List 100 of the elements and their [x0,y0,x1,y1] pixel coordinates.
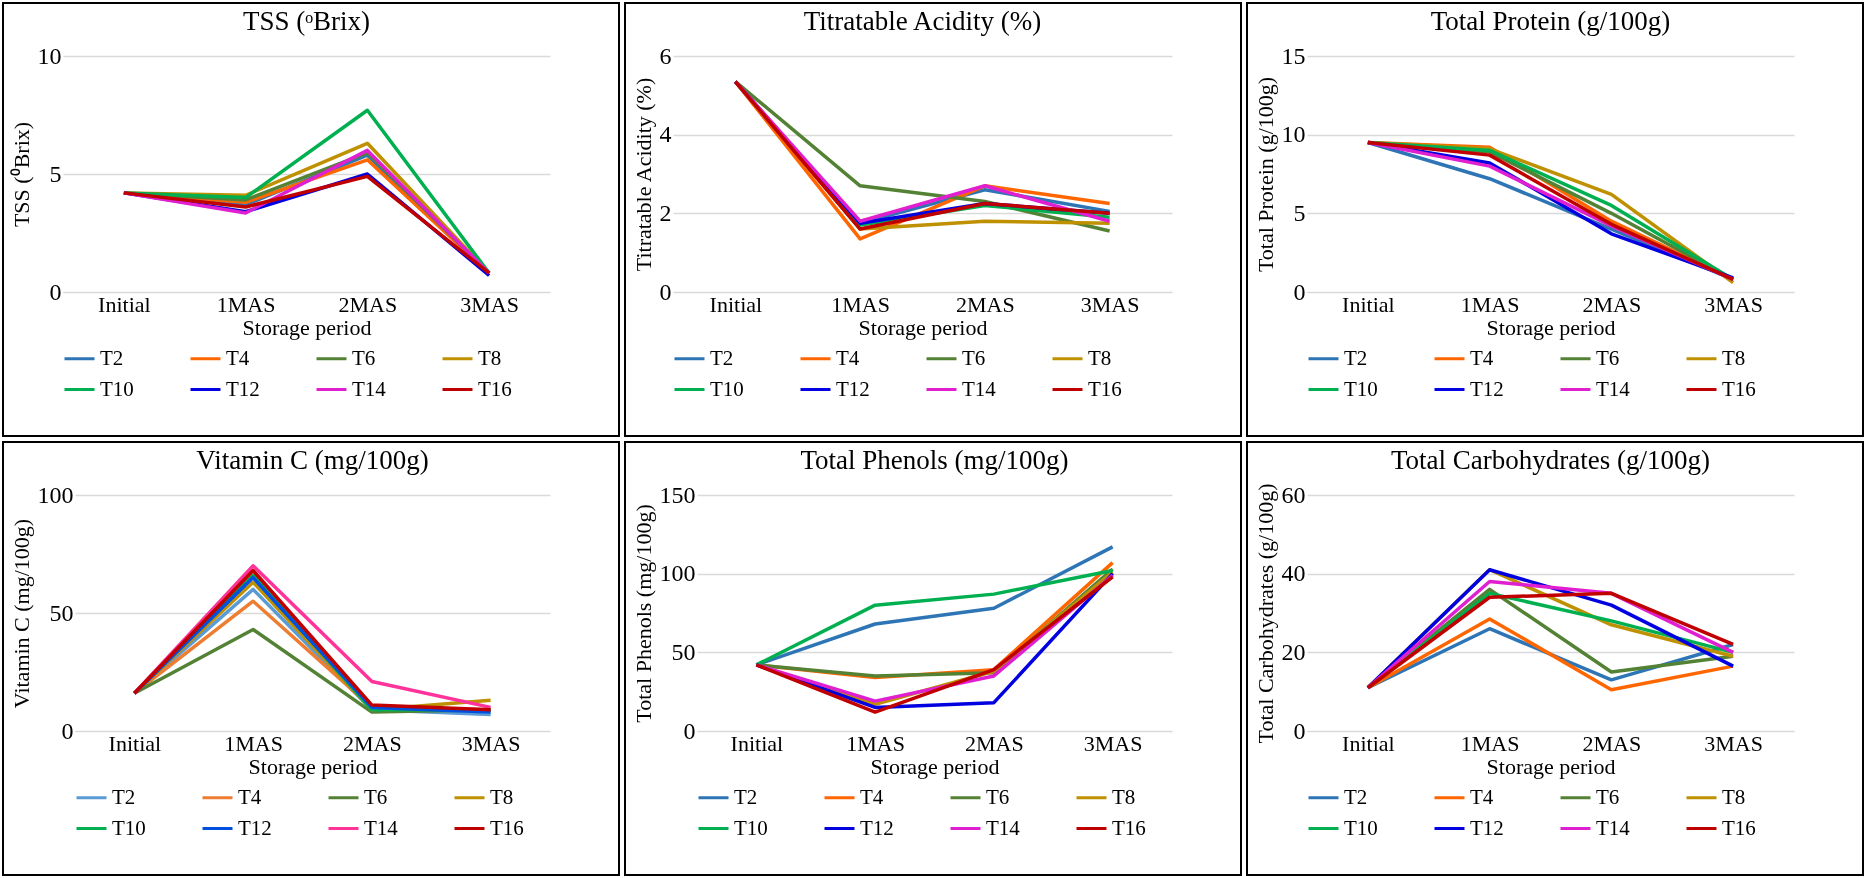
y-tick-label: 4 [659,121,672,148]
x-tick-label: 2MAS [1582,291,1642,317]
legend-label: T16 [1722,815,1756,840]
y-tick-label: 100 [37,481,74,508]
x-tick-label: 2MAS [343,730,402,756]
legend-label: T4 [1470,345,1494,370]
legend-label: T16 [1722,376,1756,401]
x-axis-title: Storage period [248,753,378,779]
legend-label: T2 [100,345,124,370]
legend-label: T14 [986,815,1021,840]
legend-label: T8 [1088,345,1112,370]
legend-label: T2 [734,784,758,809]
y-tick-label: 6 [659,42,672,69]
y-axis-title: Total Protein (g/100g) [1252,76,1278,273]
legend-label: T6 [962,345,986,370]
x-tick-label: 3MAS [461,730,521,756]
x-axis-title: Storage period [1486,753,1616,779]
legend-label: T10 [710,376,744,401]
legend-label: T14 [1596,376,1631,401]
legend-label: T4 [1470,784,1494,809]
x-axis-title: Storage period [870,753,1000,779]
chart-title: Total Protein (g/100g) [1430,6,1671,36]
y-tick-label: 40 [1281,560,1306,587]
legend-label: T8 [1722,784,1746,809]
y-tick-label: 0 [1293,278,1306,305]
x-tick-label: Initial [108,730,162,756]
legend-label: T10 [1344,376,1378,401]
x-tick-label: 2MAS [1582,730,1642,756]
y-tick-label: 0 [659,278,672,305]
legend-label: T2 [1344,345,1368,370]
y-tick-label: 10 [37,42,62,69]
x-tick-label: 1MAS [846,730,905,756]
legend-label: T14 [352,376,387,401]
y-tick-label: 10 [1281,121,1306,148]
x-tick-label: 3MAS [1704,730,1763,756]
y-tick-label: 0 [1293,717,1306,744]
x-tick-label: 2MAS [965,730,1024,756]
legend-label: T6 [1596,345,1620,370]
legend-label: T2 [112,784,136,809]
legend-label: T12 [836,376,870,401]
x-tick-label: 1MAS [224,730,283,756]
legend-label: T4 [836,345,860,370]
x-axis-title: Storage period [858,314,988,340]
x-tick-label: 1MAS [831,291,890,317]
legend-label: T8 [1722,345,1746,370]
x-tick-label: 2MAS [338,291,398,317]
y-tick-label: 2 [659,199,672,226]
y-tick-label: 5 [1293,199,1306,226]
chart-title: TSS (ᵒBrix) [242,6,371,36]
legend-label: T8 [478,345,502,370]
legend-label: T4 [860,784,884,809]
legend-label: T12 [860,815,894,840]
y-axis-title: Total Carbohydrates (g/100g) [1252,483,1278,744]
y-tick-label: 0 [683,717,696,744]
legend-label: T12 [226,376,260,401]
x-tick-label: 2MAS [956,291,1015,317]
y-tick-label: 60 [1281,481,1306,508]
x-tick-label: 1MAS [216,291,276,317]
x-tick-label: 1MAS [1460,730,1520,756]
legend-label: T4 [238,784,262,809]
legend-label: T12 [238,815,272,840]
y-axis-title: TSS (⁰Brix) [8,121,34,228]
y-tick-label: 50 [671,638,696,665]
x-tick-label: Initial [709,291,763,317]
y-axis-title: Titratable Acidity (%) [630,77,656,272]
legend-label: T8 [490,784,514,809]
x-axis-title: Storage period [1486,314,1616,340]
legend-label: T16 [478,376,512,401]
y-tick-label: 15 [1281,42,1306,69]
y-axis-title: Total Phenols (mg/100g) [630,504,656,723]
legend-label: T12 [1470,376,1504,401]
legend-label: T12 [1470,815,1504,840]
legend-label: T8 [1112,784,1136,809]
y-tick-label: 5 [49,160,62,187]
chart-title: Total Phenols (mg/100g) [800,445,1069,475]
x-tick-label: 3MAS [1704,291,1763,317]
y-tick-label: 0 [61,717,74,744]
x-tick-label: Initial [730,730,784,756]
y-tick-label: 20 [1281,638,1306,665]
x-tick-label: 3MAS [1083,730,1143,756]
legend-label: T10 [734,815,768,840]
x-tick-label: Initial [1342,291,1395,317]
legend-label: T6 [1596,784,1620,809]
chart-title: Total Carbohydrates (g/100g) [1390,445,1711,475]
chart-title: Vitamin C (mg/100g) [196,445,429,475]
y-tick-label: 0 [49,278,62,305]
chart-title: Titratable Acidity (%) [803,6,1042,36]
x-tick-label: Initial [1342,730,1395,756]
legend-label: T4 [226,345,250,370]
legend-label: T16 [1088,376,1122,401]
x-tick-label: 1MAS [1460,291,1520,317]
legend-label: T14 [1596,815,1631,840]
legend-label: T2 [710,345,734,370]
y-tick-label: 100 [659,560,696,587]
y-axis-title: Vitamin C (mg/100g) [8,518,34,709]
x-tick-label: 3MAS [460,291,519,317]
y-tick-label: 150 [659,481,696,508]
x-tick-label: Initial [98,291,151,317]
legend-label: T2 [1344,784,1368,809]
legend-label: T10 [112,815,146,840]
